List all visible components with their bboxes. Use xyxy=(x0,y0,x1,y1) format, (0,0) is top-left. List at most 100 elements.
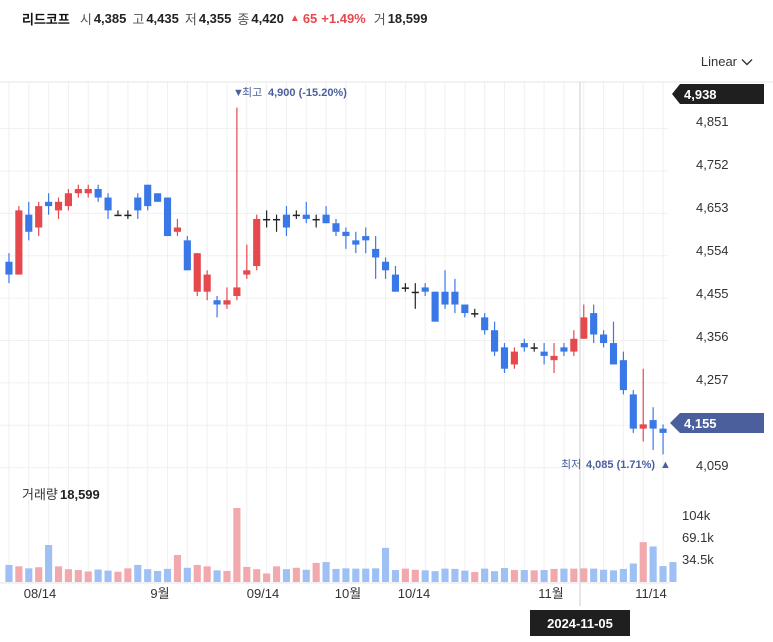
candle-body xyxy=(253,218,261,267)
close-label: 종 xyxy=(237,11,250,27)
volume-bar xyxy=(619,568,627,582)
y-tick: 4,554 xyxy=(696,243,729,258)
candle-body xyxy=(550,355,558,361)
candle-body xyxy=(629,394,637,429)
candle-body xyxy=(292,214,300,217)
candle-body xyxy=(590,313,598,335)
volume-bar xyxy=(84,571,92,582)
volume-bar xyxy=(510,570,518,582)
volume-bars xyxy=(5,508,677,582)
volume-bar xyxy=(411,569,419,582)
candle-body xyxy=(263,218,271,221)
candle-body xyxy=(649,420,657,429)
high-annotation-label: 최고 xyxy=(242,86,262,99)
candle-body xyxy=(540,351,548,356)
candle-body xyxy=(272,218,281,221)
volume-bar xyxy=(600,569,608,582)
x-tick: 09/14 xyxy=(247,586,280,601)
volume-bar xyxy=(431,571,439,582)
volume-bar xyxy=(421,570,429,582)
volume-panel-label: 거래량 xyxy=(22,487,58,502)
stock-name: 리드코프 xyxy=(22,11,70,27)
volume-bar xyxy=(203,566,211,582)
x-tick: 11/14 xyxy=(635,586,667,601)
volume-bar xyxy=(5,564,13,582)
low-annotation: 최저 4,085 (1.71%) ▲ xyxy=(561,458,671,471)
x-tick: 10월 xyxy=(335,586,361,601)
high-label: 고 xyxy=(132,11,145,27)
candle-body xyxy=(25,214,33,232)
volume-bar xyxy=(322,562,330,582)
volume-bar xyxy=(74,570,82,582)
volume-bar xyxy=(233,508,241,582)
candle-body xyxy=(144,184,152,207)
candle-body xyxy=(223,300,231,305)
low-marker-icon: ▲ xyxy=(660,459,671,471)
candle-body xyxy=(233,287,241,296)
candle-body xyxy=(580,317,588,339)
candle-body xyxy=(163,197,172,237)
y-tick: 4,455 xyxy=(696,286,729,301)
crosshair-date: 2024-11-05 xyxy=(547,616,613,631)
candle-body xyxy=(84,188,92,194)
candle-body xyxy=(54,201,63,211)
candle-body xyxy=(421,287,429,292)
candle-body xyxy=(94,188,102,198)
candle-body xyxy=(104,197,112,211)
volume-bar xyxy=(292,567,300,582)
candle-body xyxy=(619,360,627,391)
low-value: 4,355 xyxy=(198,10,232,26)
volume-bar xyxy=(490,571,499,582)
scale-dropdown[interactable]: Linear xyxy=(701,54,753,69)
volume-bar xyxy=(35,567,43,582)
candle-body xyxy=(411,291,419,294)
volume-bar xyxy=(253,569,261,582)
candle-body xyxy=(5,261,13,275)
volume-bar xyxy=(173,554,182,582)
y-tick: 4,257 xyxy=(696,372,729,387)
candle-body xyxy=(173,227,182,232)
x-tick: 9월 xyxy=(150,586,169,601)
candle-body xyxy=(609,343,618,365)
volume-bar xyxy=(154,570,162,582)
candle-body xyxy=(342,231,350,237)
volume-bar xyxy=(401,568,409,582)
candle-body xyxy=(362,236,370,241)
candle-body xyxy=(45,201,53,207)
volume-tick: 104k xyxy=(682,508,711,523)
volume-panel-value: 18,599 xyxy=(60,487,100,502)
candle-body xyxy=(570,338,578,352)
candle-body xyxy=(35,206,43,228)
volume-bar xyxy=(263,573,271,582)
volume-bar xyxy=(471,572,479,582)
high-annotation: ▼ 최고 4,900 (-15.20%) xyxy=(233,86,347,99)
candle-body xyxy=(282,214,291,228)
last-price-tag: 4,155 xyxy=(670,413,764,433)
max-price-value: 4,938 xyxy=(684,87,717,102)
volume-bar xyxy=(609,570,618,582)
chevron-down-icon xyxy=(741,58,753,65)
volume-bar xyxy=(342,568,350,582)
candle-body xyxy=(431,291,439,322)
open-label: 시 xyxy=(79,11,92,27)
volume-tick: 69.1k xyxy=(682,530,714,545)
volume-bar xyxy=(530,570,538,582)
high-annotation-value: 4,900 (-15.20%) xyxy=(268,87,347,99)
y-tick: 4,653 xyxy=(696,200,729,215)
volume-bar xyxy=(134,564,142,582)
y-tick: 4,356 xyxy=(696,329,729,344)
candle-body xyxy=(134,197,142,211)
candle-body xyxy=(124,214,132,217)
volume-bar xyxy=(272,566,281,582)
scale-label: Linear xyxy=(700,54,737,69)
grid xyxy=(0,82,668,583)
change-percent: +1.49% xyxy=(321,10,366,26)
volume-bar xyxy=(500,568,509,582)
candle-body xyxy=(64,193,72,207)
open-value: 4,385 xyxy=(93,10,127,26)
x-tick: 10/14 xyxy=(398,586,431,601)
volume-bar xyxy=(372,568,380,582)
volume-bar xyxy=(362,568,370,582)
volume-bar xyxy=(104,570,112,582)
